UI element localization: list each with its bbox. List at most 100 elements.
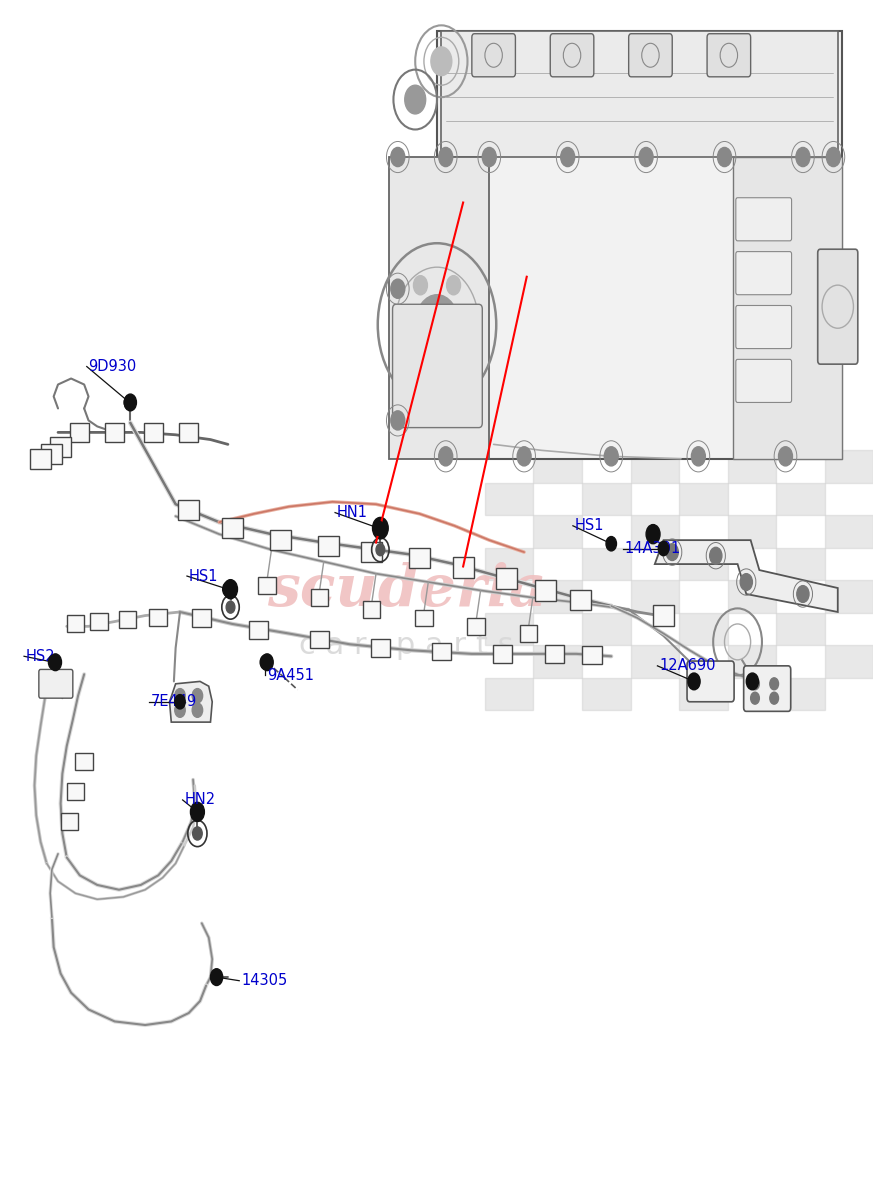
FancyBboxPatch shape (415, 610, 433, 626)
Circle shape (49, 654, 61, 671)
Circle shape (710, 547, 722, 564)
Bar (630, 450, 679, 482)
Circle shape (740, 574, 753, 590)
Bar (679, 613, 728, 646)
Bar (582, 678, 630, 710)
Text: c a r   p a r t s: c a r p a r t s (299, 631, 514, 660)
Circle shape (688, 673, 700, 690)
FancyBboxPatch shape (571, 590, 591, 610)
Circle shape (223, 582, 233, 596)
FancyBboxPatch shape (222, 518, 243, 539)
FancyBboxPatch shape (493, 644, 512, 662)
Circle shape (604, 446, 618, 466)
FancyBboxPatch shape (536, 581, 557, 600)
Polygon shape (170, 682, 212, 722)
Polygon shape (733, 157, 843, 458)
FancyBboxPatch shape (551, 34, 593, 77)
Circle shape (212, 970, 222, 984)
Bar (485, 613, 533, 646)
Circle shape (226, 601, 235, 613)
Bar (533, 646, 582, 678)
Circle shape (391, 410, 405, 430)
FancyBboxPatch shape (361, 542, 382, 563)
Text: HS2: HS2 (26, 649, 55, 664)
FancyBboxPatch shape (371, 638, 390, 656)
Circle shape (175, 703, 185, 718)
Bar (630, 515, 679, 547)
FancyBboxPatch shape (545, 644, 565, 662)
FancyBboxPatch shape (66, 784, 84, 800)
Bar (728, 580, 776, 613)
Bar (533, 580, 582, 613)
FancyBboxPatch shape (144, 422, 163, 442)
FancyBboxPatch shape (259, 577, 276, 594)
Circle shape (463, 316, 477, 335)
FancyBboxPatch shape (105, 422, 124, 442)
Bar (485, 482, 533, 515)
Circle shape (606, 536, 616, 551)
Circle shape (405, 85, 426, 114)
FancyBboxPatch shape (496, 569, 517, 589)
FancyBboxPatch shape (520, 625, 538, 642)
Bar (485, 678, 533, 710)
Circle shape (192, 805, 203, 820)
Circle shape (639, 148, 653, 167)
Circle shape (413, 276, 427, 295)
FancyBboxPatch shape (707, 34, 751, 77)
Circle shape (192, 703, 203, 718)
FancyBboxPatch shape (41, 444, 62, 464)
FancyBboxPatch shape (736, 198, 792, 241)
FancyBboxPatch shape (75, 754, 93, 770)
Circle shape (391, 280, 405, 299)
Text: 9D930: 9D930 (88, 359, 136, 374)
Circle shape (431, 47, 452, 76)
FancyBboxPatch shape (70, 422, 89, 442)
Circle shape (482, 148, 496, 167)
Circle shape (746, 673, 759, 690)
Circle shape (666, 544, 678, 560)
Bar (728, 646, 776, 678)
FancyBboxPatch shape (60, 814, 78, 830)
Circle shape (192, 827, 202, 840)
Bar (776, 613, 825, 646)
Circle shape (192, 689, 203, 703)
FancyBboxPatch shape (149, 610, 167, 626)
Bar (825, 450, 873, 482)
FancyBboxPatch shape (653, 605, 674, 625)
Circle shape (439, 148, 453, 167)
Text: HS1: HS1 (189, 569, 218, 583)
Bar (728, 515, 776, 547)
Bar (679, 547, 728, 580)
Bar (728, 450, 776, 482)
FancyBboxPatch shape (468, 618, 485, 635)
Circle shape (797, 586, 809, 602)
Circle shape (397, 316, 411, 335)
FancyBboxPatch shape (744, 666, 791, 712)
Circle shape (261, 654, 274, 671)
Polygon shape (437, 31, 843, 458)
FancyBboxPatch shape (472, 34, 516, 77)
Circle shape (770, 678, 779, 690)
FancyBboxPatch shape (432, 642, 451, 660)
Circle shape (124, 395, 135, 409)
Bar (776, 418, 825, 450)
Bar (582, 613, 630, 646)
Circle shape (447, 354, 461, 373)
Bar (825, 580, 873, 613)
Circle shape (415, 295, 459, 354)
FancyBboxPatch shape (270, 530, 291, 551)
FancyBboxPatch shape (628, 34, 672, 77)
Text: 9A451: 9A451 (267, 668, 314, 683)
Bar (776, 482, 825, 515)
Bar (533, 450, 582, 482)
FancyBboxPatch shape (66, 614, 84, 631)
FancyBboxPatch shape (453, 558, 474, 578)
Circle shape (211, 968, 223, 985)
Circle shape (413, 354, 427, 373)
Bar (825, 646, 873, 678)
Bar (776, 547, 825, 580)
FancyBboxPatch shape (309, 630, 329, 648)
Circle shape (770, 692, 779, 704)
FancyBboxPatch shape (30, 449, 51, 469)
FancyBboxPatch shape (409, 548, 430, 569)
